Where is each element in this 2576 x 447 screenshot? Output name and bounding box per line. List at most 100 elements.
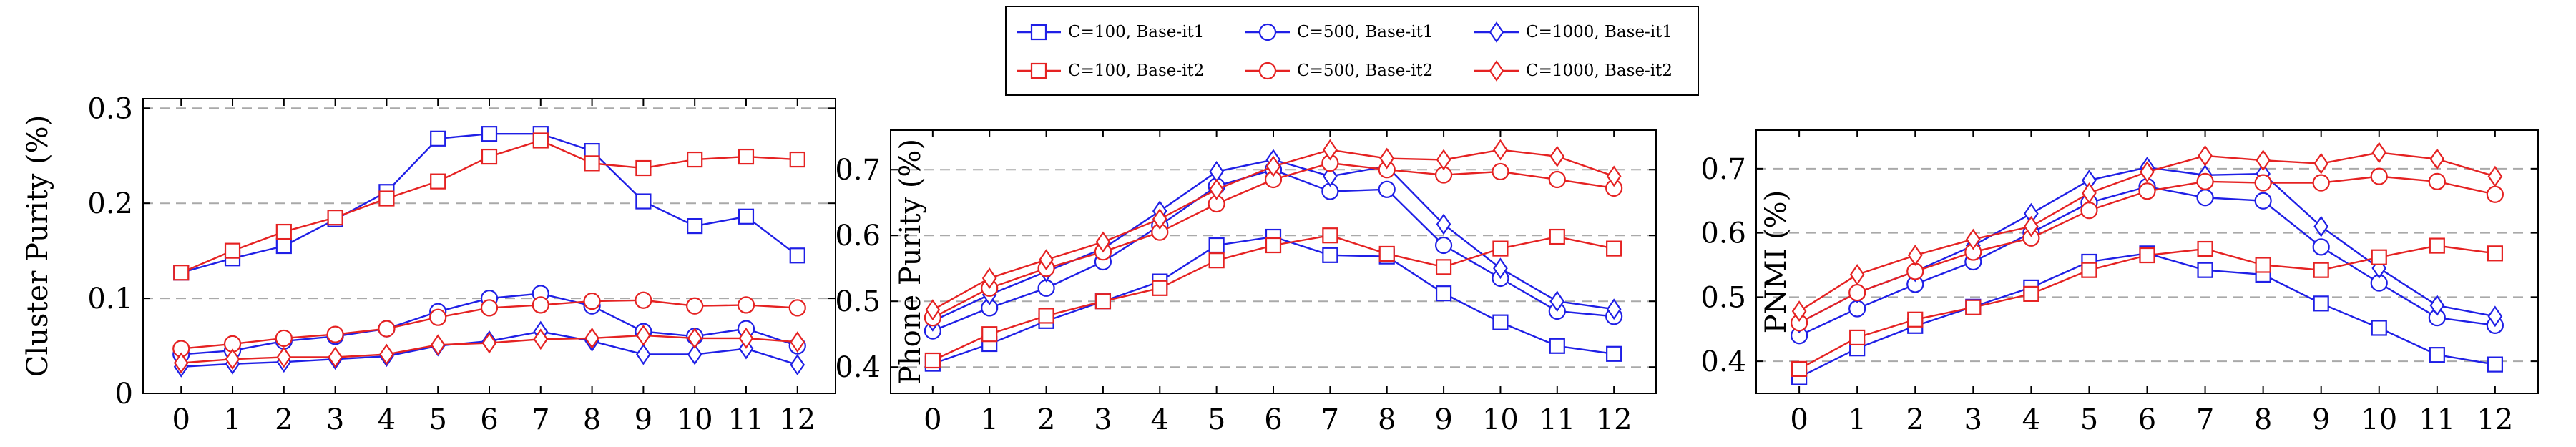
- x-tick-label: 9: [635, 403, 652, 436]
- data-point: [2023, 285, 2039, 302]
- data-point: [1848, 283, 1866, 302]
- data-point: [687, 343, 702, 365]
- data-point: [481, 126, 498, 142]
- data-point: [2428, 172, 2446, 190]
- data-point: [1549, 338, 1565, 354]
- data-point: [2197, 262, 2213, 278]
- data-point: [687, 151, 703, 168]
- x-tick-label: 9: [1434, 403, 1452, 436]
- data-point: [429, 308, 447, 326]
- data-point: [1152, 280, 1168, 296]
- legend-label: C=100, Base-it1: [1068, 23, 1205, 41]
- data-point: [379, 343, 394, 365]
- circle-marker: [1258, 23, 1277, 41]
- y-tick-label: 0: [115, 378, 133, 411]
- y-tick-label: 0.3: [87, 92, 133, 125]
- x-tick-label: 10: [1482, 403, 1519, 436]
- x-tick-label: 7: [532, 403, 549, 436]
- data-point: [1434, 236, 1453, 255]
- data-point: [1436, 213, 1451, 235]
- data-point: [2198, 144, 2213, 167]
- data-point: [1265, 155, 1281, 177]
- series-c-100-base-it1: [1791, 245, 2503, 385]
- x-tick-label: 11: [2419, 403, 2455, 436]
- data-point: [480, 299, 499, 317]
- data-point: [1965, 299, 1982, 315]
- data-point: [275, 329, 293, 348]
- x-tick-label: 11: [728, 403, 765, 436]
- x-tick-label: 0: [1790, 403, 1808, 436]
- y-tick-label: 0.7: [1700, 153, 1746, 186]
- data-point: [738, 148, 755, 165]
- data-point: [275, 223, 292, 240]
- square-marker: [1030, 62, 1047, 79]
- data-point: [2196, 189, 2214, 207]
- data-point: [2313, 152, 2329, 175]
- x-tick-label: 6: [1264, 403, 1282, 436]
- data-point: [276, 346, 292, 368]
- data-point: [1152, 208, 1167, 230]
- data-point: [686, 297, 704, 315]
- series-c-100-base-it2: [173, 132, 805, 281]
- circle-marker: [1258, 62, 1277, 80]
- x-tick-label: 8: [583, 403, 601, 436]
- circle-marker-icon: [1245, 62, 1290, 80]
- data-point: [635, 291, 652, 309]
- data-point: [2313, 215, 2329, 237]
- data-point: [2312, 174, 2330, 192]
- x-tick-label: 5: [1208, 403, 1225, 436]
- data-point: [924, 352, 941, 369]
- data-point: [2312, 238, 2330, 256]
- data-point: [635, 193, 652, 210]
- data-point: [981, 326, 998, 343]
- data-point: [1379, 147, 1395, 170]
- data-point: [1907, 245, 1923, 266]
- data-point: [1322, 227, 1338, 244]
- data-point: [481, 332, 497, 354]
- data-point: [1493, 257, 1508, 280]
- data-point: [1548, 170, 1566, 189]
- data-point: [1322, 247, 1338, 263]
- x-tick-label: 8: [2254, 403, 2272, 436]
- legend-item-c-1000-base-it2: C=1000, Base-it2: [1471, 53, 1673, 89]
- legend-label: C=500, Base-it2: [1297, 62, 1434, 80]
- data-point: [2082, 182, 2097, 204]
- data-point: [687, 217, 703, 235]
- data-point: [687, 327, 702, 349]
- series-c-100-base-it2: [1791, 237, 2503, 377]
- data-point: [1265, 237, 1282, 254]
- data-point: [224, 242, 241, 259]
- data-point: [1493, 139, 1508, 161]
- data-point: [532, 296, 549, 314]
- series-line: [932, 235, 1615, 365]
- data-point: [1209, 178, 1224, 200]
- series-c-1000-base-it2: [925, 139, 1622, 321]
- x-tick-label: 7: [2196, 403, 2214, 436]
- data-point: [2196, 172, 2214, 190]
- data-point: [532, 132, 549, 149]
- y-tick-label: 0.1: [87, 283, 133, 315]
- data-point: [1849, 264, 1865, 285]
- data-point: [1208, 252, 1225, 269]
- data-point: [584, 155, 600, 172]
- data-point: [789, 151, 805, 168]
- data-point: [173, 352, 189, 374]
- data-point: [2254, 174, 2272, 192]
- data-point: [1606, 298, 1622, 320]
- data-point: [1094, 293, 1112, 310]
- x-tick-label: 6: [2138, 403, 2156, 436]
- series-c-1000-base-it2: [1791, 142, 2503, 323]
- data-point: [1095, 231, 1111, 253]
- diamond-marker-icon: [1474, 21, 1519, 43]
- data-point: [2487, 245, 2503, 262]
- data-point: [636, 324, 651, 346]
- data-point: [2080, 202, 2098, 220]
- series-line: [1798, 245, 2496, 370]
- data-point: [981, 267, 997, 289]
- x-tick-label: 10: [677, 403, 713, 436]
- square-marker-icon: [1017, 62, 1061, 79]
- data-point: [788, 299, 806, 317]
- diamond-marker: [1489, 21, 1504, 43]
